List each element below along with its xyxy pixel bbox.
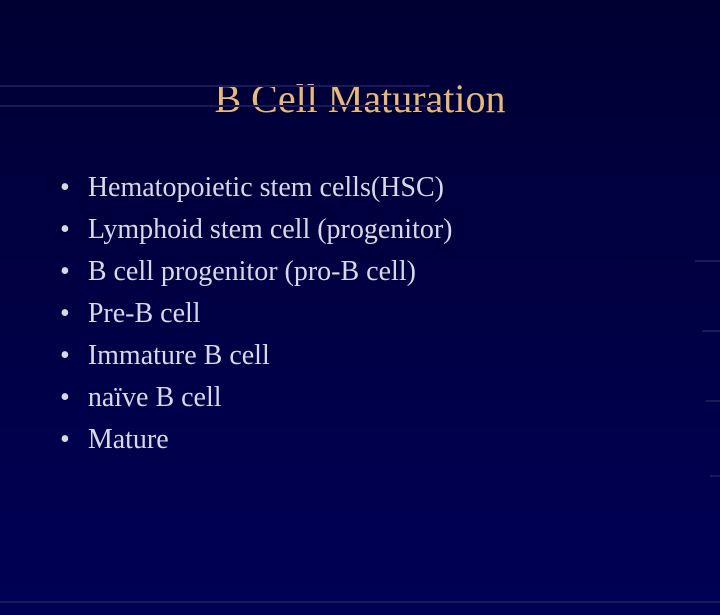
decorative-line [0, 105, 440, 107]
bullet-marker: • [60, 335, 70, 377]
decorative-line [706, 400, 720, 402]
bullet-text: B cell progenitor (pro-B cell) [88, 251, 416, 293]
bullet-text: Hematopoietic stem cells(HSC) [88, 167, 444, 209]
list-item: • naïve B cell [60, 377, 720, 419]
list-item: • Lymphoid stem cell (progenitor) [60, 209, 720, 251]
slide-content: • Hematopoietic stem cells(HSC) • Lympho… [0, 167, 720, 461]
bullet-text: Mature [88, 419, 169, 461]
decorative-line [0, 601, 720, 603]
bullet-marker: • [60, 293, 70, 335]
list-item: • B cell progenitor (pro-B cell) [60, 251, 720, 293]
bullet-text: naïve B cell [88, 377, 222, 419]
decorative-line [710, 475, 720, 477]
bullet-marker: • [60, 377, 70, 419]
slide-title: B Cell Maturation [0, 75, 720, 122]
list-item: • Hematopoietic stem cells(HSC) [60, 167, 720, 209]
bullet-text: Lymphoid stem cell (progenitor) [88, 209, 453, 251]
decorative-line [702, 330, 720, 332]
bullet-marker: • [60, 419, 70, 461]
bullet-marker: • [60, 251, 70, 293]
bullet-list: • Hematopoietic stem cells(HSC) • Lympho… [60, 167, 720, 461]
list-item: • Mature [60, 419, 720, 461]
bullet-text: Pre-B cell [88, 293, 201, 335]
list-item: • Immature B cell [60, 335, 720, 377]
decorative-line [695, 260, 720, 262]
bullet-text: Immature B cell [88, 335, 270, 377]
list-item: • Pre-B cell [60, 293, 720, 335]
decorative-line [0, 85, 430, 87]
bullet-marker: • [60, 209, 70, 251]
bullet-marker: • [60, 167, 70, 209]
